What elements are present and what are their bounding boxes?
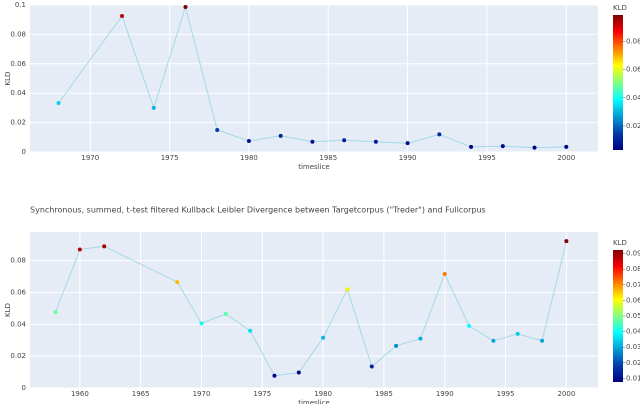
x-tick-label: 2000 bbox=[557, 390, 575, 398]
colorbar-tick-label: 0.05 bbox=[626, 312, 640, 320]
y-tick-label: 0.02 bbox=[10, 352, 26, 360]
marker bbox=[500, 144, 505, 149]
marker bbox=[442, 272, 447, 277]
marker bbox=[491, 338, 496, 343]
colorbar-tick-label: 0.09 bbox=[626, 250, 640, 258]
y-axis-title: KLD bbox=[4, 303, 12, 317]
marker bbox=[151, 105, 156, 110]
marker bbox=[278, 133, 283, 138]
marker bbox=[437, 132, 442, 137]
marker bbox=[56, 101, 61, 106]
colorbar-title: KLD bbox=[613, 239, 627, 247]
marker bbox=[342, 138, 347, 143]
colorbar-tick-label: 0.06 bbox=[626, 66, 640, 74]
plot-area bbox=[30, 232, 598, 388]
colorbar-tick-label: 0.02 bbox=[626, 122, 640, 130]
colorbar-tick-label: 0.04 bbox=[626, 328, 640, 336]
colorbar-tick-label: 0.04 bbox=[626, 94, 640, 102]
marker bbox=[77, 247, 82, 252]
y-tick-label: 0.08 bbox=[10, 257, 26, 265]
x-tick-label: 1995 bbox=[478, 154, 496, 162]
marker bbox=[564, 144, 569, 149]
x-tick-label: 1975 bbox=[161, 154, 179, 162]
x-tick-label: 1985 bbox=[319, 154, 337, 162]
y-tick-label: 0.06 bbox=[10, 288, 26, 296]
marker bbox=[183, 5, 188, 10]
plot-area bbox=[30, 5, 598, 152]
colorbar-tick-label: 0.08 bbox=[626, 265, 640, 273]
x-tick-label: 1965 bbox=[132, 390, 150, 398]
colorbar-tick-label: 0.07 bbox=[626, 281, 640, 289]
x-tick-label: 1990 bbox=[436, 390, 454, 398]
marker bbox=[272, 373, 277, 378]
marker bbox=[199, 321, 204, 326]
marker bbox=[248, 328, 253, 333]
marker bbox=[120, 14, 125, 19]
y-tick-label: 0.04 bbox=[10, 89, 26, 97]
y-tick-label: 0 bbox=[22, 148, 26, 156]
y-tick-label: 0.06 bbox=[10, 60, 26, 68]
y-tick-label: 0.1 bbox=[15, 1, 26, 9]
x-axis-title: timeslice bbox=[298, 399, 330, 404]
marker bbox=[369, 364, 374, 369]
marker bbox=[321, 335, 326, 340]
x-tick-label: 1970 bbox=[193, 390, 211, 398]
marker bbox=[467, 323, 472, 328]
marker bbox=[246, 138, 251, 143]
x-tick-label: 1985 bbox=[375, 390, 393, 398]
marker bbox=[53, 310, 58, 315]
colorbar-tick-label: 0.01 bbox=[626, 374, 640, 382]
marker bbox=[223, 311, 228, 316]
colorbar-tick-label: 0.03 bbox=[626, 343, 640, 351]
marker bbox=[345, 287, 350, 292]
y-tick-label: 0.02 bbox=[10, 119, 26, 127]
x-axis-title: timeslice bbox=[298, 163, 330, 171]
colorbar bbox=[613, 15, 623, 150]
marker bbox=[540, 338, 545, 343]
colorbar-tick-label: 0.08 bbox=[626, 37, 640, 45]
x-tick-label: 1995 bbox=[497, 390, 515, 398]
x-tick-label: 1970 bbox=[81, 154, 99, 162]
x-tick-label: 1980 bbox=[240, 154, 258, 162]
x-tick-label: 1975 bbox=[253, 390, 271, 398]
marker bbox=[405, 141, 410, 146]
y-axis-title: KLD bbox=[4, 72, 12, 86]
x-tick-label: 1990 bbox=[399, 154, 417, 162]
marker bbox=[215, 127, 220, 132]
x-tick-label: 1980 bbox=[314, 390, 332, 398]
colorbar-tick-label: 0.02 bbox=[626, 359, 640, 367]
marker bbox=[102, 244, 107, 249]
marker bbox=[310, 139, 315, 144]
colorbar bbox=[613, 250, 623, 382]
marker bbox=[515, 331, 520, 336]
x-tick-label: 1960 bbox=[71, 390, 89, 398]
marker bbox=[373, 139, 378, 144]
y-tick-label: 0 bbox=[22, 384, 26, 392]
line bbox=[58, 5, 567, 149]
marker bbox=[296, 370, 301, 375]
x-tick-label: 2000 bbox=[557, 154, 575, 162]
marker bbox=[564, 239, 569, 244]
marker bbox=[418, 336, 423, 341]
marker bbox=[175, 280, 180, 285]
marker bbox=[394, 343, 399, 348]
line bbox=[55, 240, 567, 377]
chart-title: Synchronous, summed, t-test filtered Kul… bbox=[30, 206, 486, 215]
y-tick-label: 0.04 bbox=[10, 320, 26, 328]
marker bbox=[532, 145, 537, 150]
marker bbox=[469, 144, 474, 149]
y-tick-label: 0.08 bbox=[10, 30, 26, 38]
colorbar-title: KLD bbox=[613, 4, 627, 12]
colorbar-tick-label: 0.06 bbox=[626, 296, 640, 304]
